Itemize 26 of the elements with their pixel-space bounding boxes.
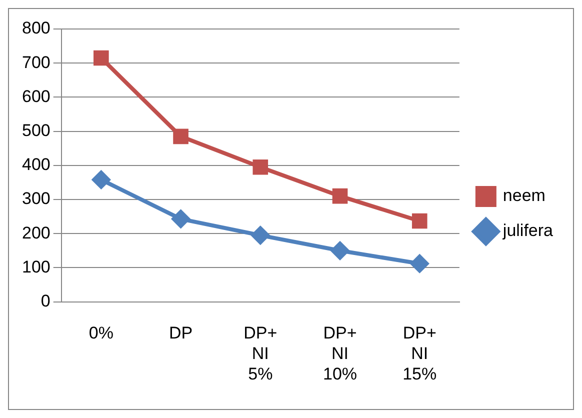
point (251, 226, 270, 244)
y-tick-label: 600 (22, 86, 50, 106)
legend-label: julifera (502, 221, 554, 240)
y-tick-label: 100 (22, 257, 50, 276)
x-tick-label: DP (168, 324, 193, 343)
y-tick-label: 0 (40, 291, 50, 310)
y-tick-label: 700 (22, 52, 50, 72)
point (331, 242, 350, 260)
x-tick-label: DP+ NI 15% (402, 324, 437, 384)
point (172, 210, 190, 228)
point (173, 128, 188, 144)
x-tick-label: DP+ NI 10% (322, 324, 358, 384)
y-tick-label: 500 (22, 120, 50, 140)
point (92, 170, 110, 189)
x-tick-label: 0% (88, 324, 114, 343)
point (332, 188, 348, 204)
y-tick-label: 400 (22, 155, 50, 174)
y-tick-label: 800 (22, 18, 50, 38)
point (94, 50, 109, 66)
point (410, 254, 429, 273)
point (412, 213, 428, 229)
y-tick-label: 300 (22, 189, 50, 208)
legend-label: neem (502, 186, 546, 206)
y-tick-label: 200 (22, 223, 50, 242)
x-tick-label: DP+ NI 5% (244, 324, 278, 384)
point (252, 159, 268, 175)
